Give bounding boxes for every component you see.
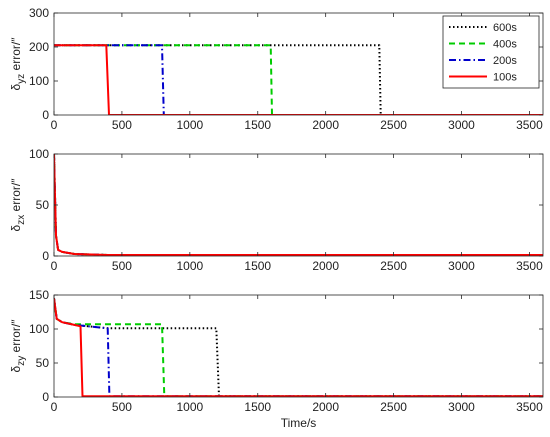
y-tick-label: 150 [29,288,49,302]
y-tick-label: 0 [42,108,49,122]
y-tick-label: 0 [42,390,49,404]
x-tick-label: 2500 [380,259,407,273]
x-tick-label: 1000 [176,118,203,132]
legend: 600s 400s 200s 100s [442,15,540,89]
x-tick-label: 1000 [176,400,203,414]
x-tick-label: 3000 [448,118,475,132]
y-axis-label: δyz error/″ [9,37,27,91]
y-tick-label: 200 [29,40,49,54]
series-line-600s [54,154,543,256]
axes-box [53,294,544,398]
x-tick-label: 1500 [244,400,271,414]
series-line-200s [54,154,543,256]
y-tick-label: 100 [29,74,49,88]
x-tick-label: 3000 [448,259,475,273]
series-line-600s [54,44,543,115]
legend-box [442,15,540,89]
x-tick-label: 1500 [244,118,271,132]
x-tick-label: 3500 [516,118,543,132]
x-tick-label: 3500 [516,259,543,273]
axes-box [53,153,544,257]
y-tick-label: 50 [36,198,50,212]
x-tick-label: 2500 [380,118,407,132]
series-line-200s [54,298,543,397]
series-line-100s [54,44,543,115]
chart-panel-1: 0 500 1000 1500 2000 2500 3000 3500 0 100 200 300 δy… [9,6,544,132]
series-group [54,298,543,397]
legend-label-600s: 600s [493,22,517,34]
series-group [54,44,543,115]
y-tick-label: 0 [42,249,49,263]
x-tick-label: 2000 [312,259,339,273]
series-group [54,154,543,256]
y-axis-label: δzy error/″ [9,319,27,373]
series-line-600s [54,298,543,397]
y-tick-label: 100 [29,147,49,161]
series-line-200s [54,44,543,115]
legend-label-200s: 200s [493,55,517,67]
series-line-100s [54,154,543,256]
x-tick-label: 3000 [448,400,475,414]
x-tick-label: 500 [112,259,132,273]
x-tick-label: 1500 [244,259,271,273]
axes-box [53,12,544,116]
x-tick-label: 0 [51,118,58,132]
x-tick-label: 2000 [312,118,339,132]
x-tick-label: 2500 [380,400,407,414]
y-tick-label: 100 [29,322,49,336]
x-tick-label: 500 [112,400,132,414]
x-tick-label: 0 [51,400,58,414]
x-axis-label: Time/s [281,416,317,430]
x-tick-label: 2000 [312,400,339,414]
y-tick-label: 50 [36,356,50,370]
chart-panel-3: 0 500 1000 1500 2000 2500 3000 3500 0 50 100 150 δzy… [9,288,544,430]
series-line-400s [54,44,543,115]
chart-panel-2: 0 500 1000 1500 2000 2500 3000 3500 0 50 100 δzx er… [9,147,544,273]
x-tick-label: 3500 [516,400,543,414]
series-line-400s [54,298,543,397]
legend-label-400s: 400s [493,39,517,51]
x-tick-label: 0 [51,259,58,273]
y-tick-label: 300 [29,6,49,20]
y-axis-label: δzx error/″ [9,178,27,232]
x-tick-label: 1000 [176,259,203,273]
series-line-400s [54,154,543,256]
x-tick-label: 500 [112,118,132,132]
series-line-100s [54,298,543,397]
legend-label-100s: 100s [493,72,517,84]
